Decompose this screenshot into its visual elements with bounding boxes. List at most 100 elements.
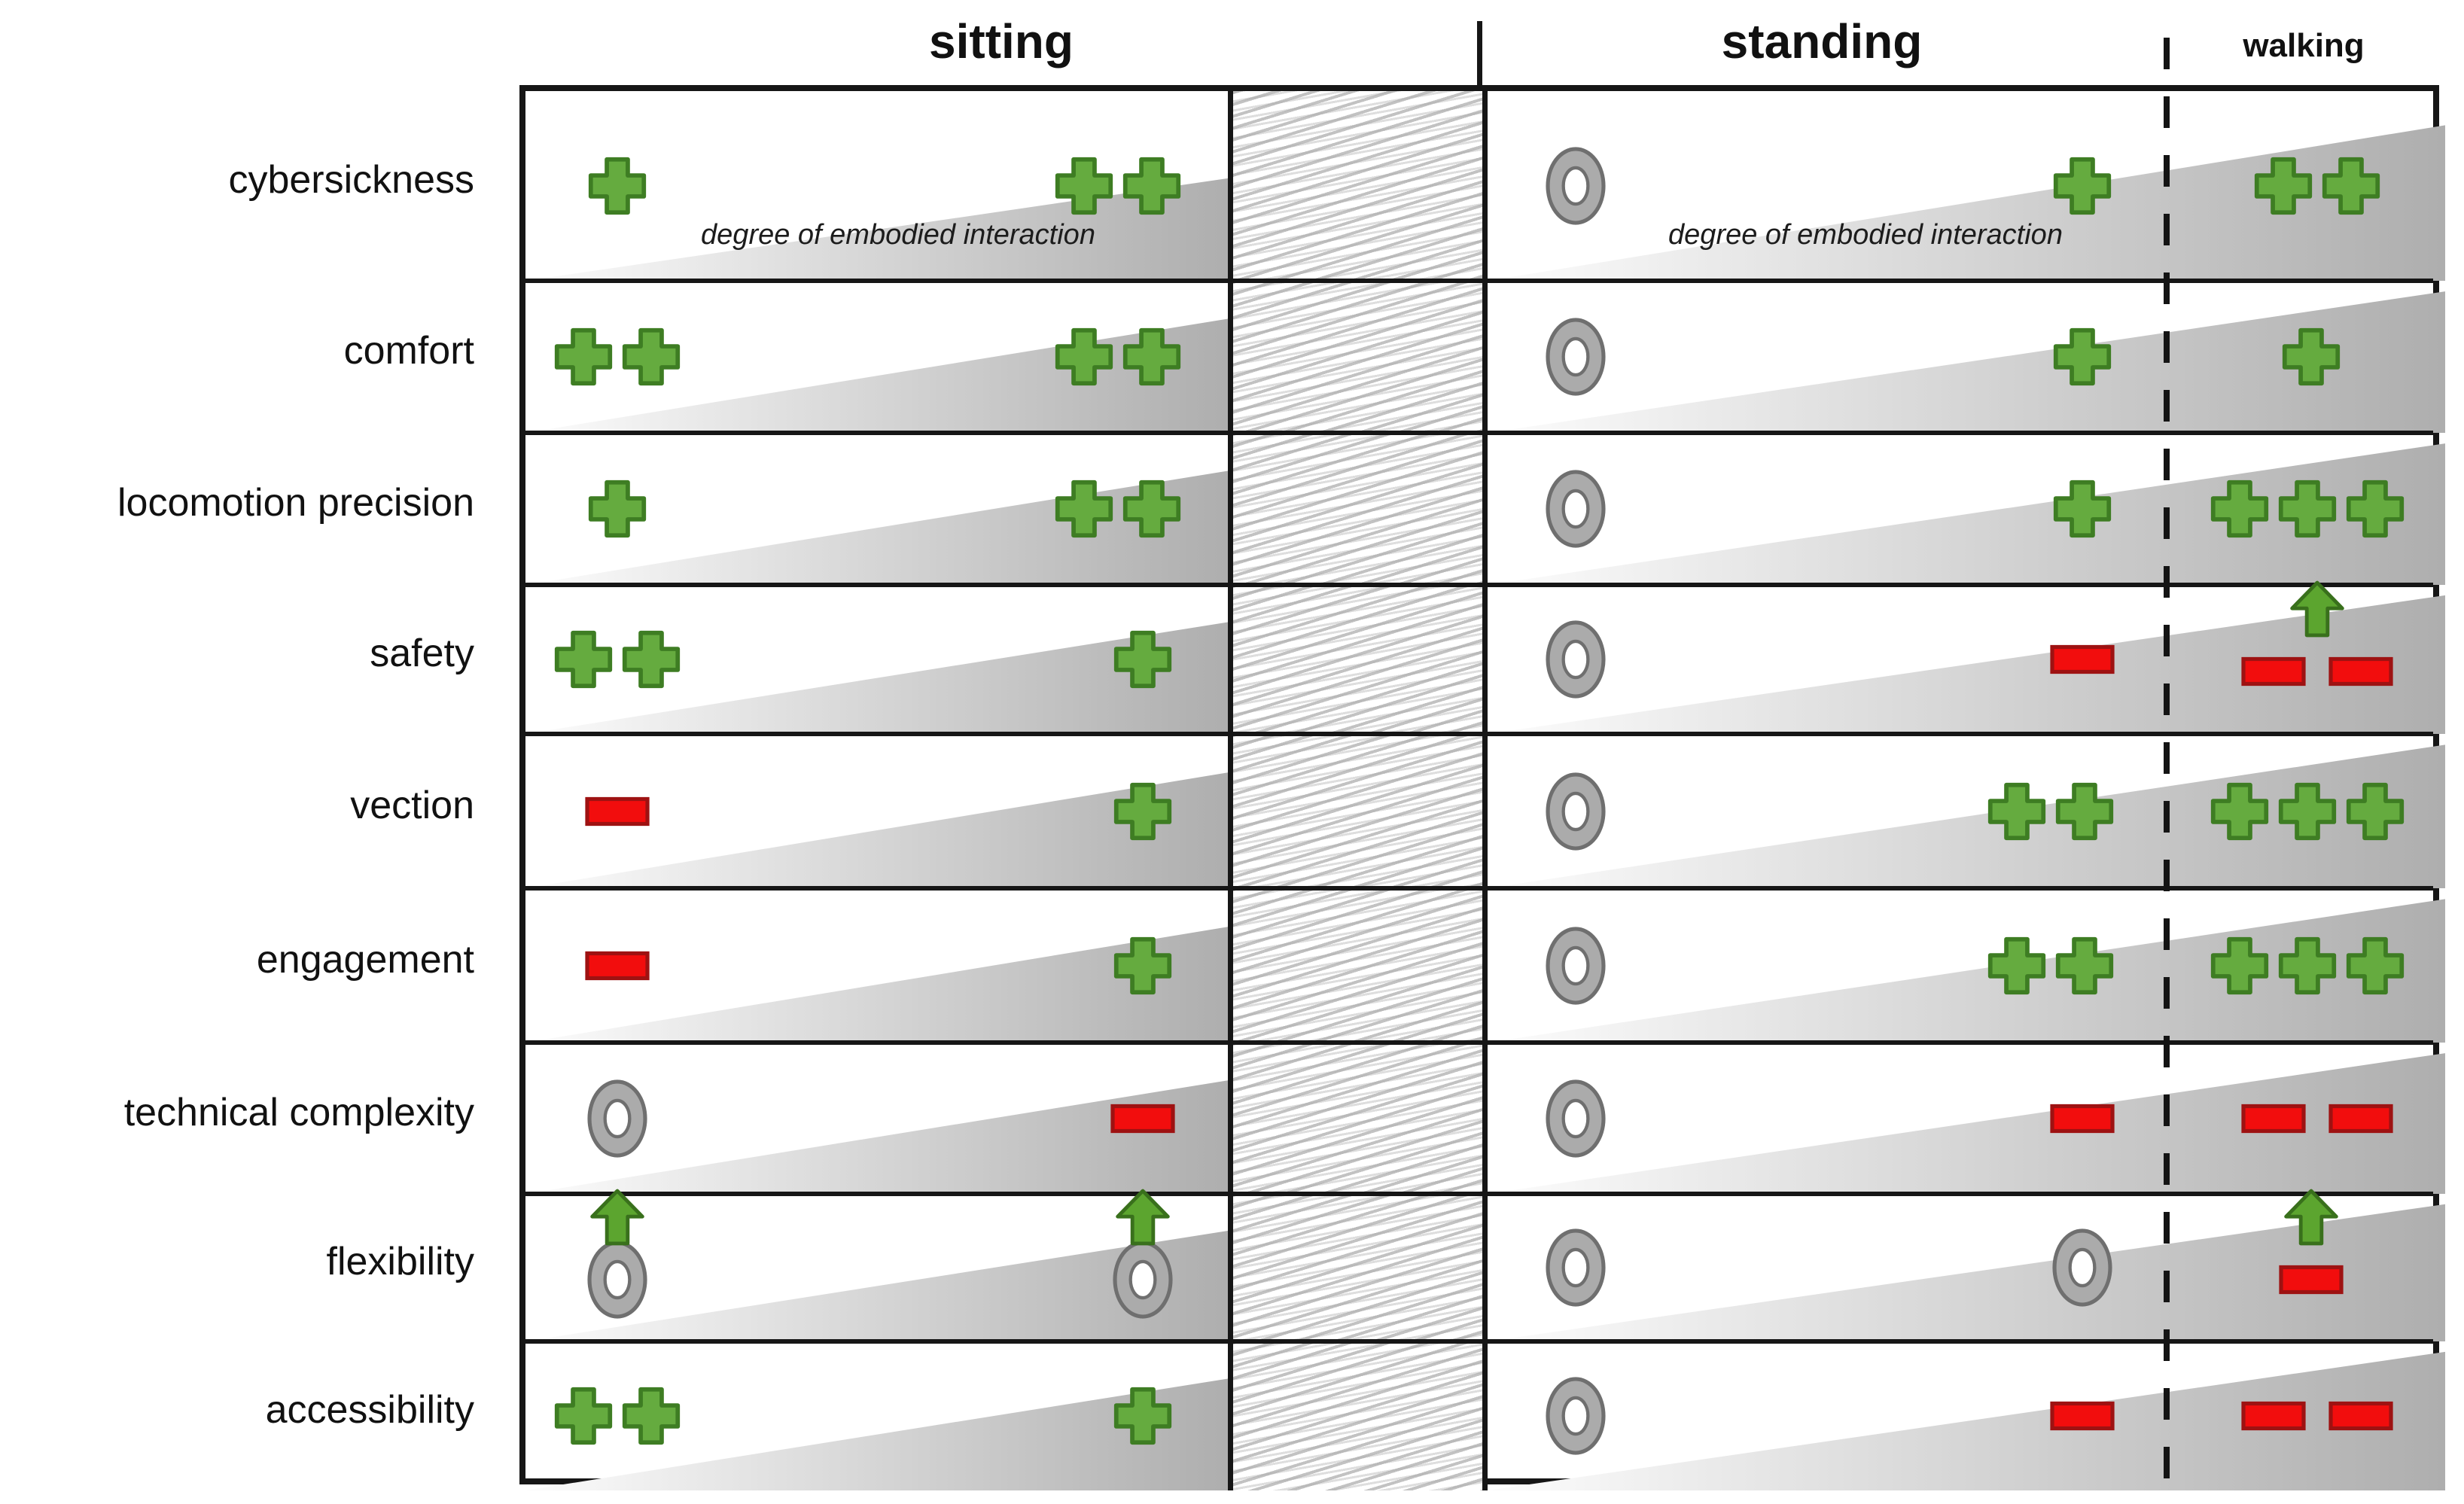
up-arrow-icon	[2286, 580, 2348, 638]
plus-icon	[1112, 781, 1174, 842]
plus-icon	[2252, 155, 2314, 217]
minus-icon	[2327, 656, 2395, 687]
minus-icon	[583, 796, 651, 827]
row-border-line	[525, 583, 2433, 587]
plus-icon	[2344, 935, 2406, 997]
plus-icon	[1053, 478, 1115, 540]
table-row	[525, 888, 2445, 1043]
row-label: technical complexity	[123, 1090, 474, 1134]
plus-icon	[1112, 1385, 1174, 1447]
minus-icon	[1109, 1104, 1177, 1134]
up-arrow-icon	[2280, 1188, 2342, 1247]
plus-icon	[2277, 478, 2338, 540]
plus-icon	[553, 1385, 614, 1447]
plus-icon	[586, 478, 648, 540]
neutral-circle-icon	[1543, 1225, 1608, 1310]
neutral-circle-icon	[1543, 617, 1608, 702]
hatched-spacer-cell	[1228, 734, 1488, 888]
table-row	[525, 281, 2445, 433]
plus-icon	[620, 326, 682, 388]
table-row	[525, 734, 2445, 888]
row-label: comfort	[343, 329, 474, 373]
row-border-line	[525, 886, 2433, 891]
neutral-circle-icon	[1543, 1076, 1608, 1161]
plus-icon	[2209, 478, 2271, 540]
plus-icon	[2051, 326, 2113, 388]
table-row	[525, 580, 2445, 734]
minus-icon	[2048, 1401, 2116, 1431]
row-border-line	[525, 1339, 2433, 1344]
standing-axis-note: degree of embodied interaction	[1668, 219, 2063, 251]
plus-icon	[553, 326, 614, 388]
plus-icon	[2051, 478, 2113, 540]
hatched-spacer-cell	[1228, 888, 1488, 1043]
hatched-spacer-cell	[1228, 281, 1488, 433]
plus-icon	[2209, 935, 2271, 997]
minus-icon	[2327, 1104, 2395, 1134]
minus-icon	[2048, 1104, 2116, 1134]
plus-icon	[1121, 478, 1183, 540]
plus-icon	[1112, 629, 1174, 690]
plus-icon	[2277, 935, 2338, 997]
plus-icon	[2277, 781, 2338, 842]
neutral-circle-icon	[1543, 467, 1608, 551]
plus-icon	[1986, 781, 2048, 842]
plus-icon	[2280, 326, 2342, 388]
neutral-circle-icon	[1543, 1374, 1608, 1458]
hatched-spacer-cell	[1228, 91, 1488, 281]
hatched-spacer-cell	[1228, 1043, 1488, 1194]
comparison-table: degree of embodied interaction degree of …	[519, 85, 2445, 1490]
row-label: cybersickness	[228, 158, 474, 202]
walking-boundary-dashed-line	[2164, 38, 2170, 1480]
column-header-sitting: sitting	[929, 14, 1074, 69]
up-arrow-icon	[1112, 1188, 1174, 1247]
neutral-circle-icon	[1543, 144, 1608, 228]
row-label: engagement	[256, 937, 474, 982]
plus-icon	[1986, 935, 2048, 997]
hatched-spacer-cell	[1228, 1341, 1488, 1490]
neutral-circle-icon	[1543, 315, 1608, 399]
column-header-walking: walking	[2243, 27, 2365, 64]
plus-icon	[620, 629, 682, 690]
table-row	[525, 1189, 2445, 1341]
minus-icon	[2240, 1104, 2307, 1134]
hatched-spacer-cell	[1228, 433, 1488, 585]
up-arrow-icon	[586, 1188, 648, 1247]
plus-icon	[2054, 935, 2115, 997]
column-header-standing: standing	[1721, 14, 1923, 69]
row-border-line	[525, 1192, 2433, 1196]
row-border-line	[525, 732, 2433, 736]
minus-icon	[2277, 1265, 2345, 1295]
table-row	[525, 433, 2445, 585]
row-label: vection	[350, 783, 474, 827]
row-label: locomotion precision	[117, 481, 474, 525]
row-border-line	[525, 279, 2433, 283]
table-row: degree of embodied interaction degree of …	[525, 91, 2445, 281]
neutral-circle-icon	[1543, 924, 1608, 1008]
plus-icon	[2051, 155, 2113, 217]
sitting-axis-note: degree of embodied interaction	[701, 219, 1095, 251]
hatched-spacer-cell	[1228, 1194, 1488, 1341]
neutral-circle-icon	[585, 1076, 650, 1161]
plus-icon	[586, 155, 648, 217]
plus-icon	[1053, 326, 1115, 388]
minus-icon	[583, 951, 651, 981]
plus-icon	[1112, 935, 1174, 997]
row-label: safety	[370, 632, 474, 675]
row-label: accessibility	[265, 1388, 474, 1432]
neutral-circle-icon	[2050, 1225, 2115, 1310]
plus-icon	[2320, 155, 2382, 217]
plus-icon	[553, 629, 614, 690]
plus-icon	[2054, 781, 2115, 842]
plus-icon	[2209, 781, 2271, 842]
plus-icon	[2344, 478, 2406, 540]
row-label: flexibility	[326, 1240, 475, 1283]
minus-icon	[2240, 656, 2307, 687]
row-border-line	[525, 431, 2433, 435]
plus-icon	[620, 1385, 682, 1447]
minus-icon	[2048, 644, 2116, 674]
header-divider-line	[1477, 21, 1482, 85]
table-row	[525, 1341, 2445, 1490]
hatched-spacer-cell	[1228, 585, 1488, 734]
